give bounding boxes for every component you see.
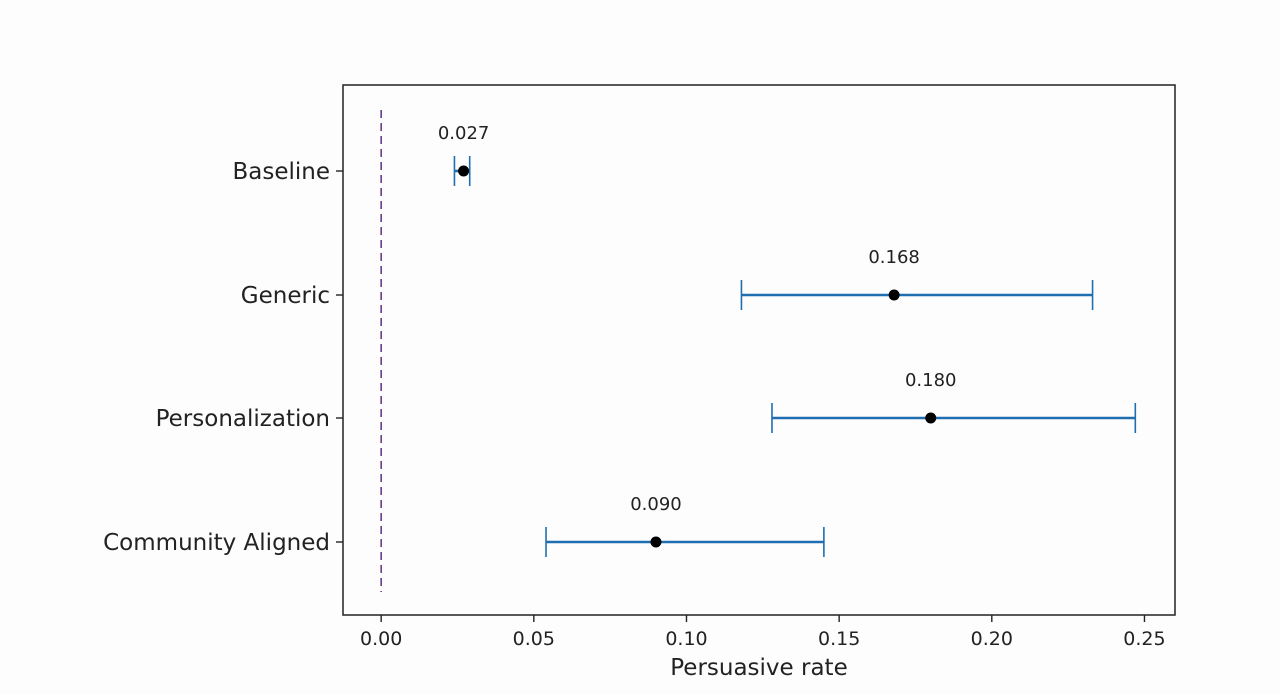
x-tick-label: 0.10 (665, 628, 707, 650)
data-point (458, 165, 470, 177)
y-category-label: Generic (241, 283, 330, 309)
errorbar-group: 0.168 (740, 247, 1094, 310)
x-tick-label: 0.20 (971, 628, 1013, 650)
errorbar-group: 0.090 (545, 494, 825, 557)
y-category-label: Personalization (156, 406, 330, 432)
errorbar-group: 0.027 (438, 123, 490, 186)
y-axis: Baseline Generic Personalization Community … (103, 159, 343, 556)
x-tick-label: 0.25 (1123, 628, 1165, 650)
x-tick-label: 0.05 (513, 628, 555, 650)
x-axis: 0.00 0.05 0.10 0.15 0.20 0.25 (360, 615, 1166, 650)
x-axis-title: Persuasive rate (670, 655, 847, 681)
data-point (650, 536, 662, 548)
data-value-label: 0.168 (868, 247, 920, 268)
y-category-label: Baseline (232, 159, 330, 185)
plot-frame (342, 84, 1176, 616)
data-value-label: 0.027 (438, 123, 490, 144)
x-tick-label: 0.00 (360, 628, 402, 650)
data-value-label: 0.090 (630, 494, 682, 515)
x-tick-label: 0.15 (818, 628, 860, 650)
data-point (888, 289, 900, 301)
plot-layer: 0.027 0.168 0.180 0.090 (380, 110, 1137, 592)
errorbar-group: 0.180 (771, 370, 1137, 433)
data-value-label: 0.180 (905, 370, 957, 391)
data-point (925, 412, 937, 424)
y-category-label: Community Aligned (103, 530, 330, 556)
